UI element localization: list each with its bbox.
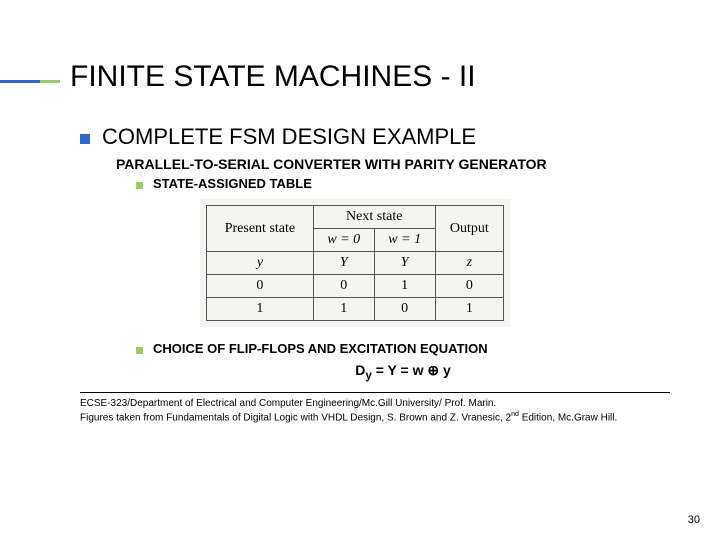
table-row: 1 1 0 1 bbox=[207, 298, 504, 321]
accent-bar-green bbox=[40, 80, 60, 83]
sym-Y-a: Y bbox=[313, 252, 374, 275]
footer: ECSE-323/Department of Electrical and Co… bbox=[80, 397, 670, 424]
square-bullet-small-icon bbox=[136, 347, 143, 354]
th-next: Next state bbox=[313, 206, 435, 229]
th-w0: w = 0 bbox=[313, 229, 374, 252]
slide: FINITE STATE MACHINES - II COMPLETE FSM … bbox=[0, 0, 720, 540]
square-bullet-small-icon bbox=[136, 182, 143, 189]
bullet-level2: STATE-ASSIGNED TABLE bbox=[136, 176, 670, 191]
bullet-level2: CHOICE OF FLIP-FLOPS AND EXCITATION EQUA… bbox=[136, 341, 670, 356]
sym-z: z bbox=[435, 252, 503, 275]
sym-y: y bbox=[207, 252, 314, 275]
slide-title: FINITE STATE MACHINES - II bbox=[70, 60, 670, 94]
bullet-b-text: CHOICE OF FLIP-FLOPS AND EXCITATION EQUA… bbox=[153, 341, 488, 356]
equation: Dy = Y = w ⊕ y bbox=[136, 362, 670, 382]
bullet-a-text: STATE-ASSIGNED TABLE bbox=[153, 176, 312, 191]
sym-Y-b: Y bbox=[374, 252, 435, 275]
footer-line2: Figures taken from Fundamentals of Digit… bbox=[80, 410, 670, 424]
table-row: 0 0 1 0 bbox=[207, 275, 504, 298]
th-output: Output bbox=[435, 206, 503, 252]
page-number: 30 bbox=[688, 514, 700, 526]
th-w1: w = 1 bbox=[374, 229, 435, 252]
table: Present state Next state Output w = 0 w … bbox=[206, 205, 504, 321]
subtitle: COMPLETE FSM DESIGN EXAMPLE bbox=[102, 124, 476, 150]
divider bbox=[80, 392, 670, 393]
state-table: Present state Next state Output w = 0 w … bbox=[200, 199, 510, 327]
th-present: Present state bbox=[207, 206, 314, 252]
accent-bar-blue bbox=[0, 80, 40, 83]
description-line: PARALLEL-TO-SERIAL CONVERTER WITH PARITY… bbox=[116, 156, 670, 172]
footer-line1: ECSE-323/Department of Electrical and Co… bbox=[80, 397, 670, 410]
body: COMPLETE FSM DESIGN EXAMPLE PARALLEL-TO-… bbox=[70, 124, 670, 424]
title-block: FINITE STATE MACHINES - II bbox=[70, 60, 670, 94]
bullet-level1: COMPLETE FSM DESIGN EXAMPLE bbox=[80, 124, 670, 150]
square-bullet-icon bbox=[80, 134, 90, 144]
